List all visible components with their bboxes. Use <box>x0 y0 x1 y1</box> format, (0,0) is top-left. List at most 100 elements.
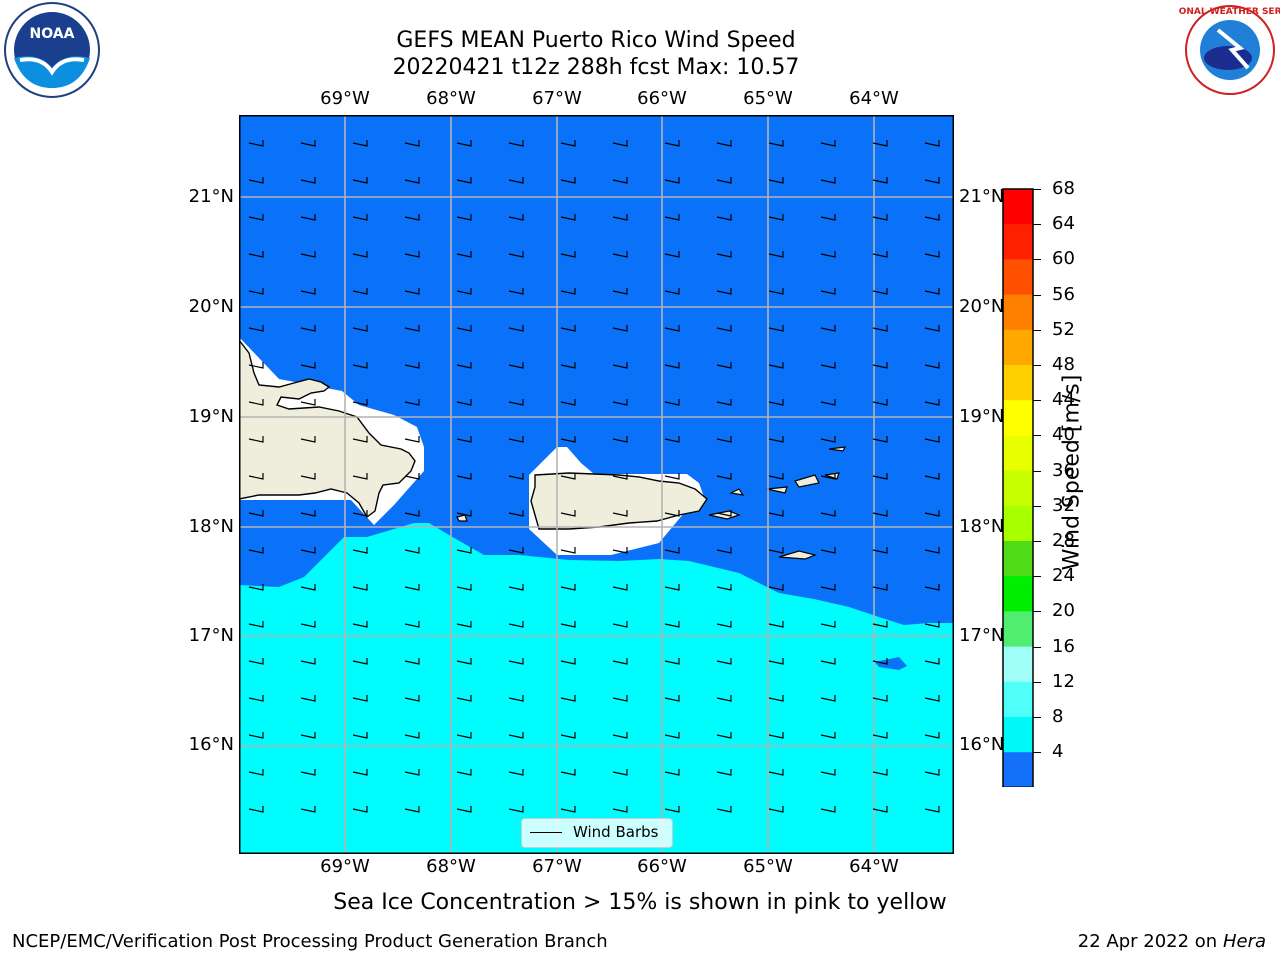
wind-barb <box>352 584 368 591</box>
wind-barb <box>820 140 836 147</box>
wind-barb <box>352 288 368 295</box>
wind-barb <box>768 436 784 443</box>
colorbar-segment <box>1003 259 1033 296</box>
wind-barb <box>612 732 628 739</box>
wind-barb <box>508 251 524 258</box>
colorbar-tick-label: 44 <box>1052 389 1075 411</box>
wind-barb <box>664 769 680 776</box>
colorbar-tick-mark <box>1033 189 1041 190</box>
wind-barb <box>716 473 732 480</box>
wind-barb <box>820 177 836 184</box>
wind-barb <box>664 140 680 147</box>
wind-barb <box>924 177 940 184</box>
map-panel <box>238 115 954 854</box>
colorbar-segment <box>1003 329 1033 366</box>
wind-barb <box>872 695 888 702</box>
lat-label-right: 17°N <box>959 625 1005 646</box>
wind-barb <box>924 510 940 517</box>
colorbar-tick-label: 12 <box>1052 670 1075 692</box>
colorbar-tick-mark <box>1033 611 1041 613</box>
wind-barb <box>612 140 628 147</box>
wind-barb <box>872 621 888 628</box>
wind-barb <box>456 399 472 406</box>
colorbar-tick-label: 40 <box>1052 424 1075 446</box>
sea-ice-caption: Sea Ice Concentration > 15% is shown in … <box>333 890 947 915</box>
wind-barb <box>352 399 368 406</box>
colorbar-label: Wind Speed [m/s] <box>1059 374 1085 571</box>
hispaniola-land <box>238 337 416 519</box>
wind-barb <box>456 769 472 776</box>
wind-barb <box>352 436 368 443</box>
wind-barb <box>248 732 264 739</box>
wind-barb <box>560 436 576 443</box>
wind-barb <box>924 251 940 258</box>
wind-barb <box>716 621 732 628</box>
wind-barb <box>924 399 940 406</box>
legend-label: Wind Barbs <box>573 823 659 841</box>
wind-barb <box>456 806 472 813</box>
wind-barb <box>352 806 368 813</box>
colorbar-tick-label: 56 <box>1052 283 1075 305</box>
colorbar-segment <box>1003 681 1033 718</box>
wind-barb <box>300 806 316 813</box>
wind-barb <box>560 806 576 813</box>
wind-barb <box>768 251 784 258</box>
wind-barb <box>768 732 784 739</box>
anegada-land <box>828 446 847 452</box>
wind-barb <box>820 806 836 813</box>
noaa-logo-text: NOAA <box>30 26 75 42</box>
wind-barb <box>404 436 420 443</box>
wind-barb <box>612 473 628 480</box>
wind-barb <box>404 288 420 295</box>
colorbar-tick-label: 48 <box>1052 354 1075 375</box>
wind-barb <box>508 177 524 184</box>
wind-barb <box>560 732 576 739</box>
wind-barb <box>404 732 420 739</box>
wind-barb <box>560 325 576 332</box>
wind-barb <box>404 140 420 147</box>
wind-barb <box>768 621 784 628</box>
wind-barb <box>664 399 680 406</box>
wind-barb <box>768 325 784 332</box>
colorbar-segment <box>1003 752 1033 788</box>
wind-barb <box>612 658 628 665</box>
wind-barb <box>612 362 628 369</box>
wind-barb <box>300 177 316 184</box>
wind-barb <box>872 399 888 406</box>
colorbar-tick-mark <box>1033 470 1041 472</box>
footer-branch: NCEP/EMC/Verification Post Processing Pr… <box>12 931 608 952</box>
wind-barb <box>300 362 316 369</box>
wind-barb <box>404 510 420 517</box>
wind-barb <box>872 806 888 813</box>
colorbar-tick-label: 28 <box>1052 530 1075 551</box>
wind-barb <box>248 214 264 221</box>
wind-barb <box>664 695 680 702</box>
wind-barb <box>248 769 264 776</box>
wind-barb <box>352 658 368 665</box>
colorbar-tick-mark <box>1033 224 1041 226</box>
colorbar-tick-label: 16 <box>1052 635 1075 657</box>
colorbar-segment <box>1003 435 1033 472</box>
wind-barb <box>560 288 576 295</box>
wind-barb <box>768 806 784 813</box>
wind-barb <box>664 436 680 443</box>
wind-barb <box>300 584 316 591</box>
wind-barb <box>716 584 732 591</box>
lon-label-top: 66°W <box>637 88 687 109</box>
wind-barb <box>664 251 680 258</box>
wind-barb <box>768 547 784 554</box>
wind-barb <box>768 399 784 406</box>
colorbar-tick-mark <box>1033 365 1041 366</box>
lon-label-bottom: 68°W <box>426 856 476 877</box>
wind-barb <box>404 806 420 813</box>
wind-barb <box>612 399 628 406</box>
lat-label-left: 21°N <box>188 186 234 207</box>
wind-barb <box>872 251 888 258</box>
colorbar-tick-mark <box>1033 646 1041 648</box>
wind-barb <box>560 769 576 776</box>
wind-barb <box>300 399 316 406</box>
wind-barb <box>404 362 420 369</box>
wind-barb <box>248 695 264 702</box>
st-croix-land <box>778 550 817 560</box>
wind-barb <box>508 288 524 295</box>
